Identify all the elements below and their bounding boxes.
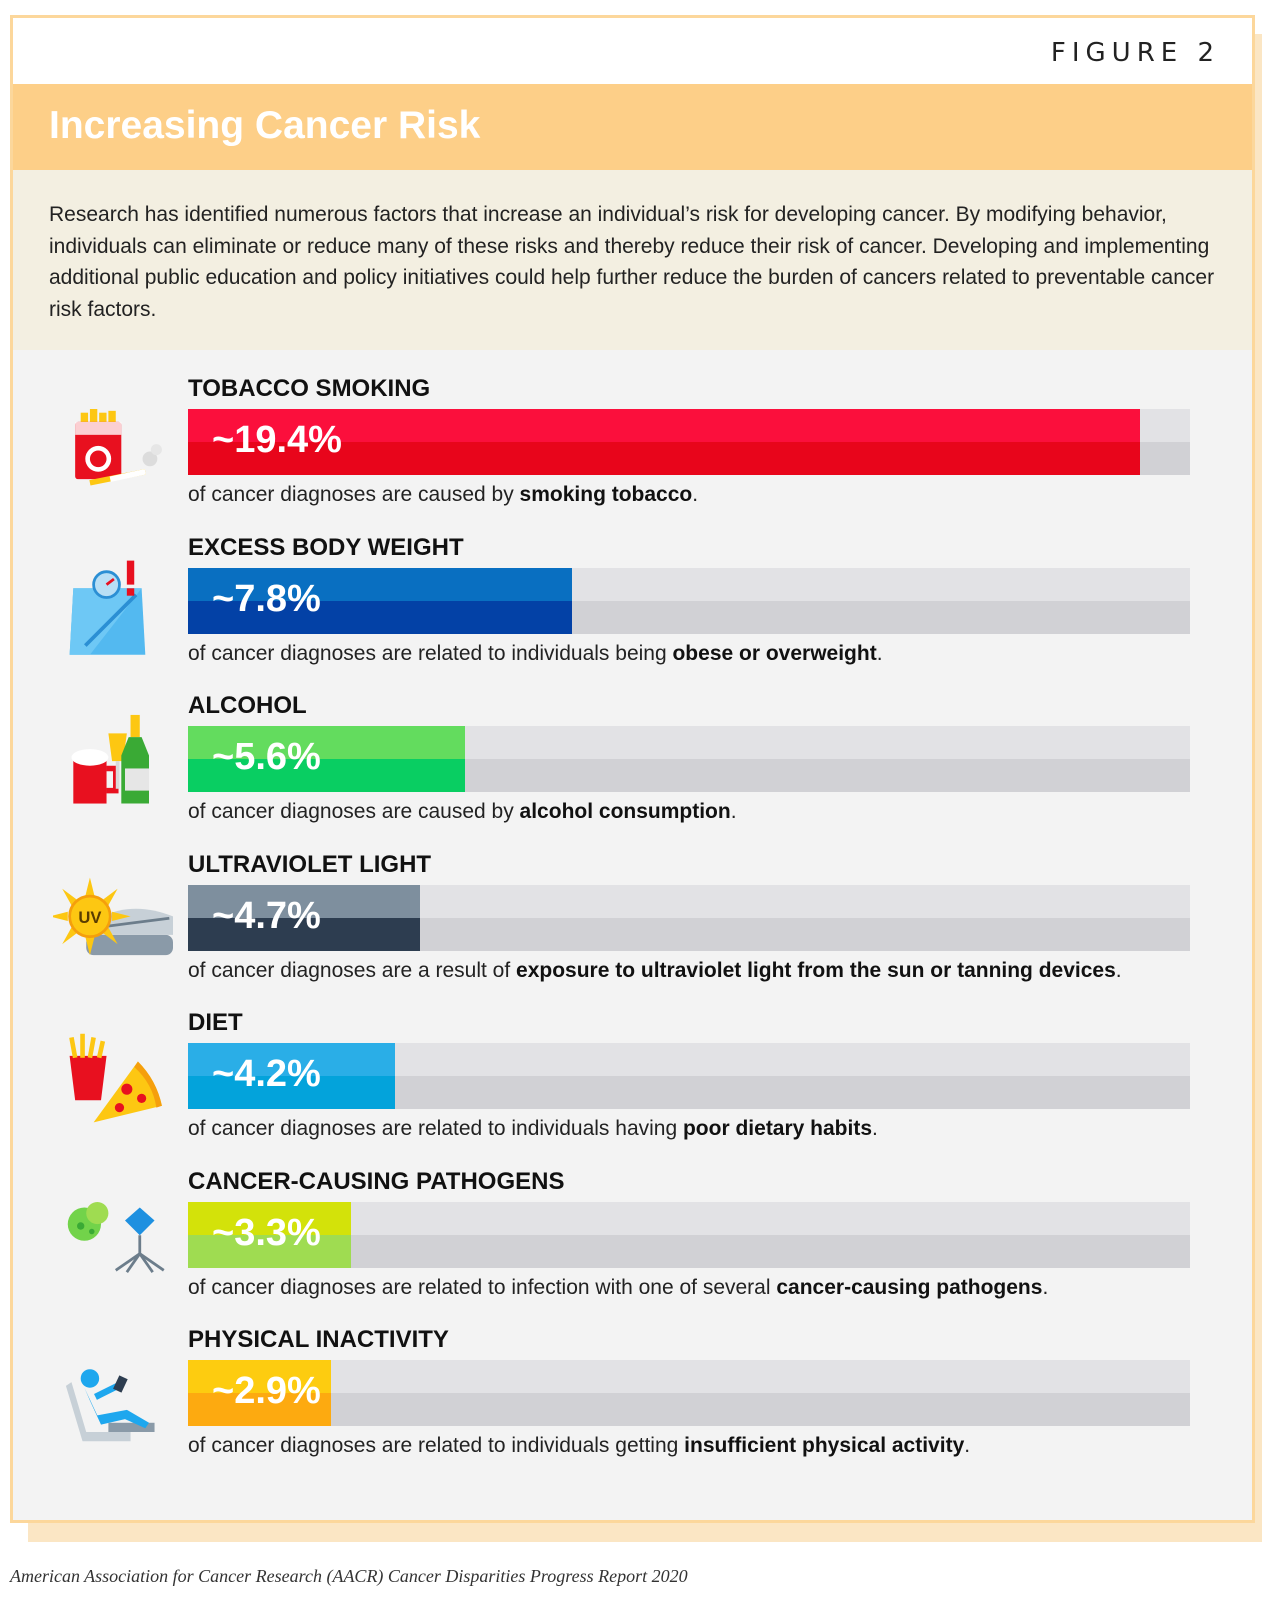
bar-track: ~5.6%	[188, 726, 1190, 792]
risk-factor-row: TOBACCO SMOKING ~19.4% of cancer diagnoses…	[13, 375, 1252, 525]
bar: ~3.3%	[188, 1201, 351, 1268]
scale-icon	[53, 544, 173, 664]
bar: ~2.9%	[188, 1360, 331, 1426]
bar-track: ~19.4%	[188, 409, 1190, 475]
description-suffix: .	[692, 483, 699, 506]
junk-food-icon	[53, 1019, 173, 1139]
bar: ~19.4%	[188, 409, 1140, 475]
title-banner: Increasing Cancer Risk	[13, 84, 1252, 170]
bar-description: of cancer diagnoses are caused by alcoho…	[188, 800, 737, 824]
bar-description: of cancer diagnoses are related to infec…	[188, 1276, 1048, 1300]
bar: ~4.7%	[188, 884, 420, 951]
bar-track: ~4.7%	[188, 884, 1190, 951]
bar-description: of cancer diagnoses are related to indiv…	[188, 642, 883, 666]
bar: ~4.2%	[188, 1043, 395, 1109]
category-label: PHYSICAL INACTIVITY	[188, 1326, 449, 1353]
description-suffix: .	[876, 641, 883, 665]
bar-value-label: ~3.3%	[212, 1211, 321, 1254]
category-label: TOBACCO SMOKING	[188, 375, 431, 402]
risk-factor-row: PHYSICAL INACTIVITY ~2.9% of cancer diagno…	[13, 1326, 1252, 1476]
category-label: ULTRAVIOLET LIGHT	[188, 850, 432, 878]
bar-value-label: ~4.7%	[212, 894, 321, 937]
figure-header: FIGURE 2	[13, 18, 1252, 84]
category-label: CANCER-CAUSING PATHOGENS	[188, 1167, 565, 1195]
description-text: of cancer diagnoses are related to indiv…	[188, 1434, 685, 1457]
risk-factor-row: CANCER-CAUSING PATHOGENS ~3.3% of cancer d…	[13, 1168, 1252, 1318]
uv-badge-label: UV	[78, 907, 101, 926]
description-text: of cancer diagnoses are related to indiv…	[188, 1117, 683, 1140]
bar-track: ~4.2%	[188, 1043, 1190, 1109]
risk-factor-row: ALCOHOL ~5.6% of cancer diagnoses are caus…	[13, 692, 1252, 842]
description-suffix: .	[964, 1434, 971, 1457]
description-suffix: .	[872, 1117, 878, 1140]
description-emphasis: alcohol consumption	[519, 800, 731, 823]
pathogen-icon	[53, 1178, 173, 1298]
description-emphasis: obese or overweight	[672, 641, 877, 665]
bar-value-label: ~19.4%	[212, 419, 342, 461]
description-text: of cancer diagnoses are related to infec…	[188, 1275, 777, 1299]
source-footer: American Association for Cancer Research…	[10, 1566, 688, 1586]
category-label: EXCESS BODY WEIGHT	[188, 533, 464, 561]
bar: ~7.8%	[188, 567, 572, 634]
category-label: ALCOHOL	[188, 692, 307, 719]
bar-track: ~3.3%	[188, 1201, 1190, 1268]
description-text: of cancer diagnoses are caused by	[188, 800, 520, 823]
description-text: of cancer diagnoses are caused by	[188, 483, 520, 506]
description-emphasis: poor dietary habits	[682, 1117, 873, 1140]
risk-factor-row: UV ULTRAVIOLET LIGHT ~4.7% of cancer diagno…	[13, 851, 1252, 1001]
description-emphasis: insufficient physical activity	[684, 1434, 965, 1457]
description-suffix: .	[730, 800, 737, 823]
bar-description: of cancer diagnoses are caused by smokin…	[188, 483, 698, 507]
bar: ~5.6%	[188, 726, 465, 792]
sedentary-person-icon	[53, 1336, 173, 1456]
risk-factor-row: DIET ~4.2% of cancer diagnoses are related…	[13, 1009, 1252, 1159]
description-suffix: .	[1042, 1275, 1049, 1299]
category-label: DIET	[188, 1009, 243, 1036]
figure-label: FIGURE 2	[1050, 38, 1220, 68]
risk-factor-row: EXCESS BODY WEIGHT ~7.8% of cancer diagnos…	[13, 534, 1252, 684]
cigarette-pack-icon	[53, 385, 173, 505]
chart-title: Increasing Cancer Risk	[49, 104, 481, 147]
intro-text: Research has identified numerous factors…	[49, 203, 1215, 321]
bar-description: of cancer diagnoses are related to indiv…	[188, 1434, 970, 1458]
bar-track: ~7.8%	[188, 567, 1190, 634]
bar-description: of cancer diagnoses are a result of expo…	[188, 959, 1122, 983]
figure-card: FIGURE 2 Increasing Cancer Risk Research…	[10, 15, 1255, 1523]
bar-value-label: ~5.6%	[212, 736, 321, 778]
bar-value-label: ~7.8%	[212, 577, 321, 620]
bar-track: ~2.9%	[188, 1360, 1190, 1426]
description-text: of cancer diagnoses are related to indiv…	[188, 641, 673, 665]
bar-description: of cancer diagnoses are related to indiv…	[188, 1117, 878, 1141]
description-emphasis: smoking tobacco	[519, 483, 693, 506]
description-suffix: .	[1115, 958, 1122, 982]
alcohol-drinks-icon	[53, 702, 173, 822]
description-text: of cancer diagnoses are a result of	[188, 958, 517, 982]
description-emphasis: exposure to ultraviolet light from the s…	[516, 958, 1116, 982]
description-emphasis: cancer-causing pathogens	[776, 1275, 1043, 1299]
tanning-bed-sun-icon: UV	[49, 861, 173, 981]
bar-value-label: ~4.2%	[212, 1053, 321, 1095]
bar-value-label: ~2.9%	[212, 1370, 321, 1412]
intro-panel: Research has identified numerous factors…	[13, 170, 1252, 350]
